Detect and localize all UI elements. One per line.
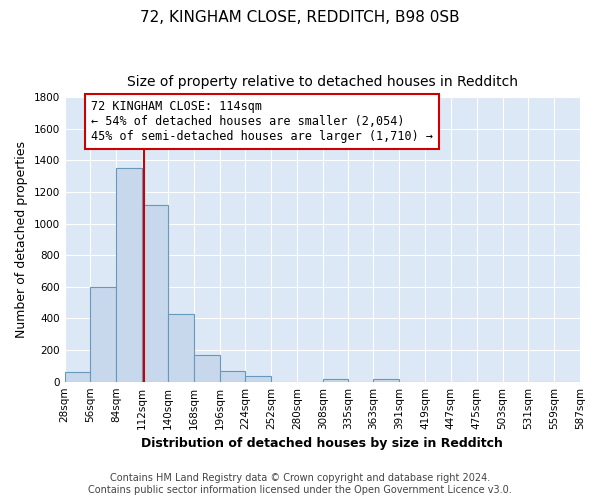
Title: Size of property relative to detached houses in Redditch: Size of property relative to detached ho… [127, 75, 518, 89]
Bar [323, 378, 347, 382]
Bar [91, 287, 116, 382]
Bar [116, 168, 142, 382]
Bar [142, 204, 168, 382]
Bar [245, 376, 271, 382]
Bar [65, 372, 91, 382]
Text: 72 KINGHAM CLOSE: 114sqm
← 54% of detached houses are smaller (2,054)
45% of sem: 72 KINGHAM CLOSE: 114sqm ← 54% of detach… [91, 100, 433, 144]
Y-axis label: Number of detached properties: Number of detached properties [15, 141, 28, 338]
Bar [373, 378, 400, 382]
Text: Contains HM Land Registry data © Crown copyright and database right 2024.
Contai: Contains HM Land Registry data © Crown c… [88, 474, 512, 495]
X-axis label: Distribution of detached houses by size in Redditch: Distribution of detached houses by size … [142, 437, 503, 450]
Bar [220, 372, 245, 382]
Text: 72, KINGHAM CLOSE, REDDITCH, B98 0SB: 72, KINGHAM CLOSE, REDDITCH, B98 0SB [140, 10, 460, 25]
Bar [168, 314, 194, 382]
Bar [194, 355, 220, 382]
